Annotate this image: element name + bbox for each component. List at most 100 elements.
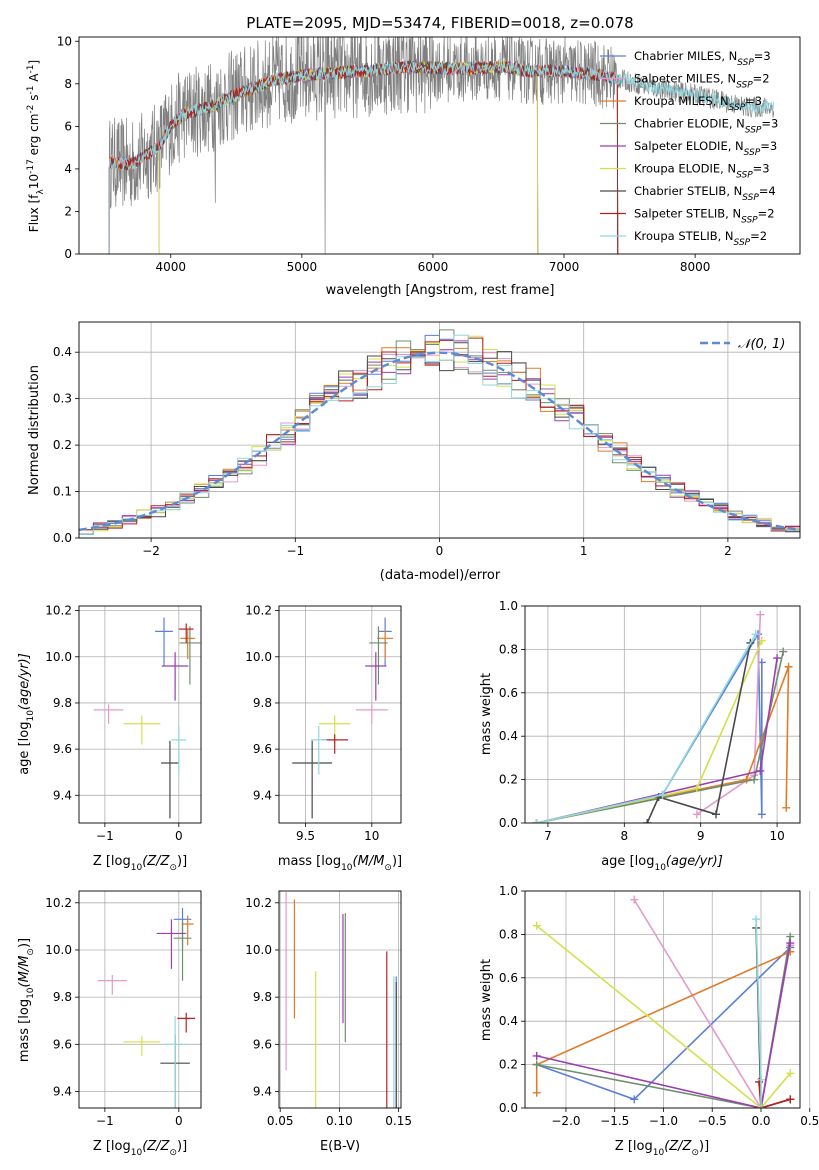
- panel-spectrum: 4000 5000 6000 7000 8000 0 2 4 6 8 10 wavelength [A…: [26, 34, 801, 298]
- x-axis-label-part: ⊙: [691, 1148, 699, 1158]
- weight-marker: [692, 784, 701, 793]
- y-axis-label: age [log10(age/yr)]: [17, 653, 36, 775]
- y-axis-label: mass [log10(M/M⊙)]: [17, 938, 36, 1062]
- x-tick-label: −1.5: [600, 1114, 629, 1128]
- legend-entry-label: 𝒩(0, 1): [738, 337, 785, 352]
- y-tick-label: 9.8: [253, 696, 272, 710]
- legend-entry-label-part: =3: [754, 49, 771, 63]
- weight-line: [536, 942, 791, 1108]
- x-axis-label-part: (age/yr)]: [666, 854, 723, 869]
- legend-entry-label-part: SSP: [734, 238, 751, 248]
- weight-marker: [786, 1095, 795, 1104]
- legend-entry-label-part: SSP: [737, 58, 754, 68]
- x-tick-label: 0: [175, 1114, 183, 1128]
- y-tick-label: 10.2: [245, 604, 272, 618]
- y-tick-label: 0.8: [499, 927, 518, 941]
- y-tick-label: 6: [64, 119, 72, 133]
- x-axis-label: Z [log10(Z/Z⊙)]: [615, 1139, 709, 1158]
- x-tick-label: 2: [724, 544, 732, 558]
- x-axis-label-part: age [log: [601, 854, 654, 869]
- x-tick-label: 9: [697, 829, 705, 843]
- x-axis-label-part: (Z/Z: [664, 1139, 692, 1154]
- weight-marker: [784, 662, 793, 671]
- legend-entry-label-part: SSP: [745, 126, 762, 136]
- legend-entry-label-part: SSP: [729, 103, 746, 113]
- legend-entry-label-part: Salpeter ELODIE, N: [634, 139, 744, 153]
- x-tick-label: 0.0: [751, 1114, 770, 1128]
- x-tick-label: −1: [96, 829, 114, 843]
- y-tick-label: 9.4: [53, 1084, 72, 1098]
- x-axis-label: Z [log10(Z/Z⊙)]: [93, 854, 187, 873]
- y-tick-label: 8: [64, 77, 72, 91]
- weight-marker: [756, 766, 765, 775]
- y-axis-label-part: )]: [17, 938, 32, 948]
- x-axis-label-part: mass [log: [278, 854, 341, 869]
- x-tick-label: 10: [364, 829, 379, 843]
- y-tick-label: 0: [64, 247, 72, 261]
- x-axis-label: E(B-V): [320, 1139, 360, 1154]
- y-axis-label-part: -2: [26, 105, 36, 114]
- panel-mass-vs-ebv: 0.05 0.10 0.15 9.4 9.6 9.8 10.0 10.2 E(B-V): [245, 890, 412, 1154]
- x-axis-label-part: (Z/Z: [142, 854, 170, 869]
- legend-entry-label: Salpeter ELODIE, NSSP=3: [634, 139, 777, 158]
- y-tick-label: 0.0: [53, 531, 72, 545]
- x-axis-label-part: 10: [341, 863, 353, 873]
- x-tick-label: 7000: [549, 260, 580, 274]
- x-tick-label: −2: [142, 544, 160, 558]
- x-tick-label: 0.15: [385, 1114, 412, 1128]
- x-axis-label: wavelength [Angstrom, rest frame]: [326, 283, 555, 298]
- y-tick-label: 1.0: [499, 884, 518, 898]
- weight-marker: [532, 1051, 541, 1060]
- panel-residuals: −2 −1 0 1 2 0.0 0.1 0.2 0.3 0.4 (data-model)/error…: [27, 321, 801, 583]
- weight-marker: [532, 1088, 541, 1097]
- x-axis-label-part: (Z/Z: [142, 1139, 170, 1154]
- weight-line: [536, 666, 790, 823]
- weight-marker: [757, 810, 766, 819]
- y-axis-label: mass weight: [479, 673, 494, 755]
- y-tick-label: 0.2: [499, 773, 518, 787]
- legend-entry-label: Chabrier MILES, NSSP=3: [634, 49, 771, 68]
- y-axis-label-part: ]: [27, 60, 41, 65]
- weight-marker: [782, 803, 791, 812]
- x-axis-label-part: 10: [654, 863, 666, 873]
- legend-entry-label-part: =3: [753, 162, 770, 176]
- x-axis-label-part: Z [log: [615, 1139, 653, 1154]
- x-axis-label-part: (M/M: [353, 854, 385, 869]
- y-axis-label-part: age [log: [17, 722, 32, 775]
- weight-line: [536, 640, 763, 823]
- figure-title: PLATE=2095, MJD=53474, FIBERID=0018, z=0…: [246, 14, 633, 32]
- plot-area-mass-vs-ebv: [285, 891, 397, 1108]
- plot-area-age-vs-mass: [292, 617, 394, 819]
- y-axis-label-part: 10: [26, 987, 36, 999]
- legend-entry-label: Chabrier ELODIE, NSSP=3: [634, 117, 778, 136]
- legend-entry-label-part: =2: [758, 207, 775, 221]
- legend-entry-label-part: Salpeter STELIB, N: [634, 207, 741, 221]
- legend-entry-label-part: =4: [759, 184, 776, 198]
- y-tick-label: 9.6: [253, 1037, 272, 1051]
- y-tick-label: 9.4: [53, 788, 72, 802]
- model-spectrum-line: [108, 60, 775, 254]
- weight-marker: [756, 1104, 765, 1108]
- y-tick-label: 10.0: [45, 943, 72, 957]
- x-axis-label: age [log10(age/yr)]: [601, 854, 723, 873]
- weight-marker: [779, 647, 788, 656]
- weight-marker: [630, 1095, 639, 1104]
- y-tick-label: 0.0: [499, 816, 518, 830]
- x-tick-label: 7: [544, 829, 552, 843]
- panel-weight-vs-z: −2.0 −1.5 −1.0 −0.5 0.0 0.5 0.0 0.2 0.4 0.6 0.8 1.0…: [479, 884, 819, 1158]
- x-axis-label-part: )]: [177, 1139, 187, 1154]
- x-tick-label: 4000: [155, 260, 186, 274]
- y-axis-label-part: (M/M: [17, 956, 32, 988]
- x-axis-label-part: 10: [131, 1148, 143, 1158]
- y-axis-label-part: s: [27, 95, 41, 105]
- x-axis-label-part: 10: [653, 1148, 665, 1158]
- x-tick-label: 0.5: [800, 1114, 819, 1128]
- plot-area-spectrum: [108, 37, 775, 254]
- weight-marker: [786, 1069, 795, 1078]
- legend-entry-label-part: SSP: [741, 216, 758, 226]
- y-tick-label: 9.6: [253, 742, 272, 756]
- y-tick-label: 9.6: [53, 1037, 72, 1051]
